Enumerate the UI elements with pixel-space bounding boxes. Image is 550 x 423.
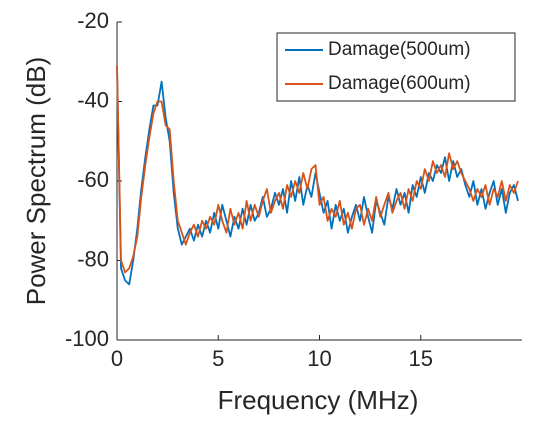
y-tick-label: -20 xyxy=(77,8,109,33)
x-tick-label: 10 xyxy=(307,346,331,371)
line-series xyxy=(116,65,519,274)
x-tick-label: 0 xyxy=(111,346,123,371)
y-tick-label: -60 xyxy=(77,167,109,192)
legend-box xyxy=(276,32,516,102)
y-tick-label: -80 xyxy=(77,246,109,271)
y-axis-label: Power Spectrum (dB) xyxy=(21,57,51,306)
y-tick-label: -40 xyxy=(77,87,109,112)
legend-label: Damage(500um) xyxy=(328,39,471,60)
y-tick-label: -100 xyxy=(65,326,109,351)
legend-label: Damage(600um) xyxy=(328,73,471,94)
x-tick-label: 5 xyxy=(212,346,224,371)
x-axis-label: Frequency (MHz) xyxy=(218,385,419,415)
x-tick-label: 15 xyxy=(409,346,433,371)
